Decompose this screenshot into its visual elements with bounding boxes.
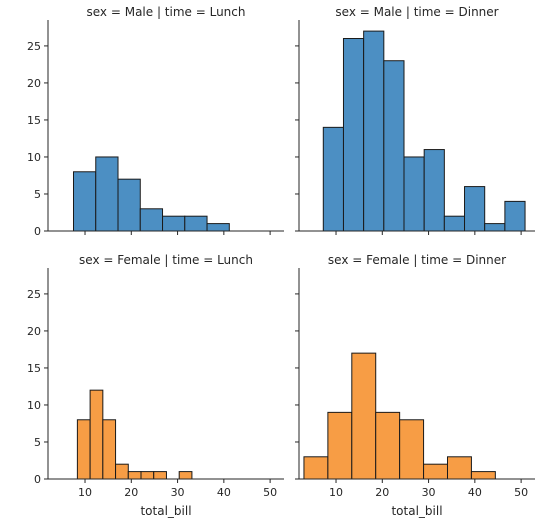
histogram-bar	[423, 463, 448, 480]
histogram-bar	[383, 60, 405, 232]
histogram-bar	[363, 30, 385, 232]
histogram-bar	[140, 471, 155, 480]
histogram-bar	[206, 223, 230, 232]
x-tick-label: 50	[514, 486, 528, 499]
y-tick-label: 15	[27, 114, 41, 127]
histogram-bar	[117, 178, 141, 232]
x-tick-label: 10	[78, 486, 92, 499]
histogram-bar	[322, 126, 344, 232]
y-tick-label: 25	[27, 288, 41, 301]
histogram-bar	[423, 149, 445, 232]
panel-title: sex = Male | time = Lunch	[87, 5, 246, 19]
histogram-bar	[351, 352, 377, 480]
x-axis-label: total_bill	[391, 504, 442, 518]
x-tick-label: 20	[124, 486, 138, 499]
histogram-bar	[375, 411, 401, 480]
histogram-bar	[443, 215, 466, 232]
histogram-bar	[153, 471, 167, 480]
y-tick-label: 15	[27, 362, 41, 375]
histogram-bar	[470, 471, 496, 480]
x-tick-label: 40	[217, 486, 231, 499]
histogram-bar	[139, 208, 164, 232]
y-tick-label: 10	[27, 399, 41, 412]
x-tick-label: 30	[171, 486, 185, 499]
y-tick-label: 5	[34, 188, 41, 201]
histogram-bar	[76, 419, 91, 480]
histogram-bar	[115, 463, 129, 480]
histogram-bar	[89, 389, 104, 480]
y-tick-label: 20	[27, 77, 41, 90]
y-tick-label: 20	[27, 325, 41, 338]
histogram-bar	[102, 419, 117, 480]
histogram-bar	[178, 471, 193, 480]
histogram-bar	[464, 186, 486, 232]
panel-title: sex = Female | time = Dinner	[328, 253, 506, 267]
histogram-bar	[504, 200, 526, 232]
histogram-bar	[95, 156, 119, 232]
y-tick-label: 25	[27, 40, 41, 53]
histogram-bar	[327, 411, 353, 480]
x-tick-label: 50	[263, 486, 277, 499]
x-tick-label: 30	[422, 486, 436, 499]
y-tick-label: 0	[34, 225, 41, 238]
histogram-bar	[184, 215, 208, 232]
panel-title: sex = Male | time = Dinner	[335, 5, 498, 19]
histogram-bar	[399, 419, 425, 480]
histogram-bar	[127, 471, 142, 480]
histogram-bar	[303, 456, 329, 480]
panel-title: sex = Female | time = Lunch	[79, 253, 253, 267]
y-tick-label: 10	[27, 151, 41, 164]
y-tick-label: 0	[34, 473, 41, 486]
histogram-bar	[484, 223, 506, 232]
histogram-bar	[72, 171, 97, 232]
histogram-bar	[342, 38, 365, 232]
x-tick-label: 10	[329, 486, 343, 499]
histogram-bar	[446, 456, 472, 480]
x-tick-label: 40	[468, 486, 482, 499]
histogram-bar	[162, 215, 186, 232]
x-tick-label: 20	[375, 486, 389, 499]
histogram-bar	[403, 156, 425, 232]
x-axis-label: total_bill	[140, 504, 191, 518]
y-tick-label: 5	[34, 436, 41, 449]
